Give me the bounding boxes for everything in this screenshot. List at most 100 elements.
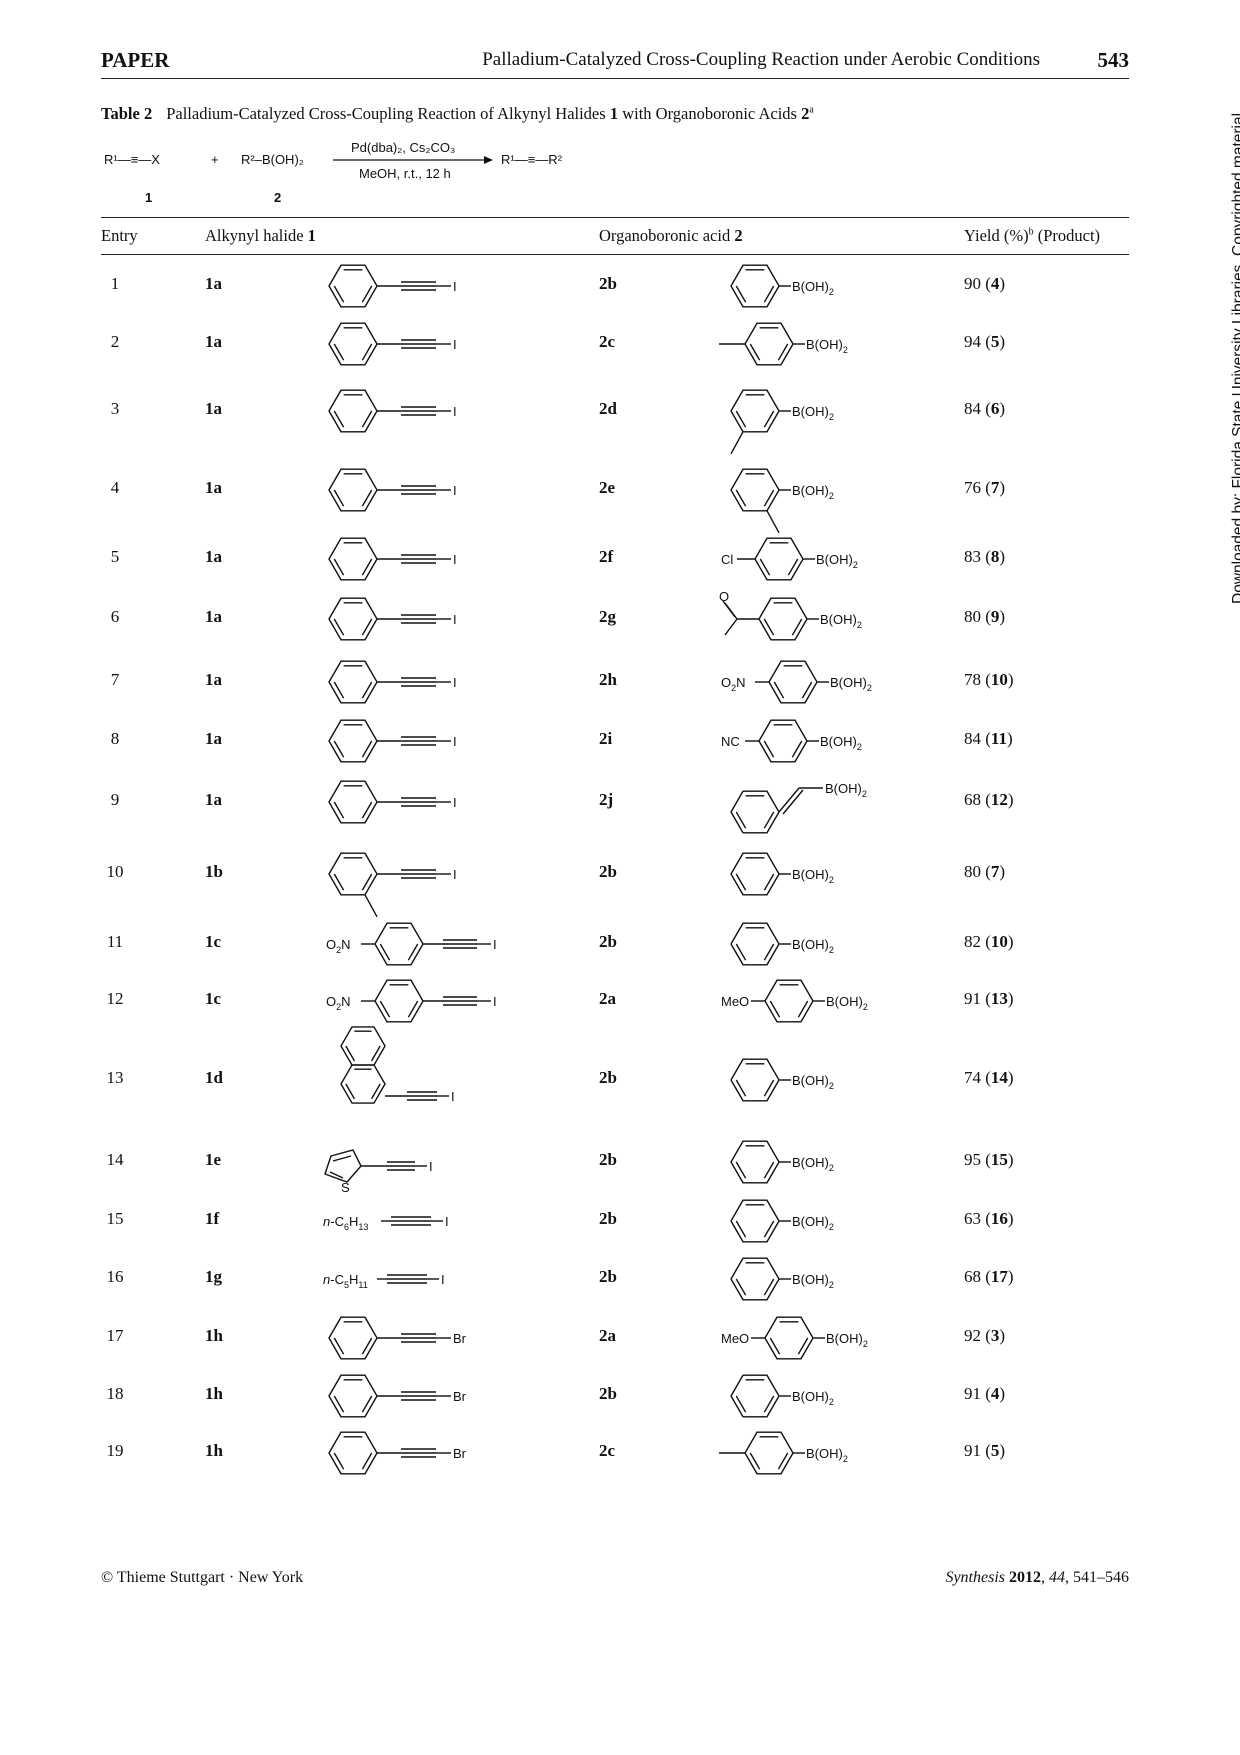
halide-id: 1a — [205, 790, 222, 809]
iodine-label: I — [453, 795, 457, 810]
yield-cell: 83 (8) — [964, 547, 1006, 566]
entry-number: 2 — [110, 332, 120, 351]
nitro-label: O2N — [326, 994, 351, 1012]
acid-structure: B(OH)2 — [730, 1257, 834, 1301]
iodine-label: I — [453, 483, 457, 498]
table-row: 15 1f 2b 63 (16) n-C6H13 I B(OH)2 — [101, 1199, 1129, 1259]
caption-mid: with Organoboronic Acids — [618, 104, 802, 123]
halide-id: 1h — [205, 1326, 223, 1345]
halide-structure: I — [340, 1026, 455, 1104]
boronic-acid-label: B(OH)2 — [792, 483, 834, 501]
yield-cell: 76 (7) — [964, 478, 1006, 497]
halide-structure: I — [328, 852, 457, 918]
col-header-acid-text: Organoboronic acid — [599, 226, 735, 245]
entry-number: 10 — [106, 862, 124, 881]
chlorine-label: Cl — [721, 552, 733, 567]
halide-id: 1c — [205, 989, 222, 1008]
yield-value: 68 — [964, 790, 981, 809]
bromine-label: Br — [453, 1331, 467, 1346]
product-number: 5 — [990, 1441, 1000, 1460]
entry-number: 12 — [106, 989, 124, 1008]
acid-structure: B(OH)2 — [730, 922, 834, 966]
halide-structure: I — [328, 537, 457, 581]
acid-structure: B(OH)2 — [730, 852, 834, 896]
col-header-acid-bold: 2 — [734, 226, 743, 245]
yield-value: 80 — [964, 607, 981, 626]
iodine-label: I — [453, 337, 457, 352]
boronic-acid-label: B(OH)2 — [792, 1155, 834, 1173]
acid-structure: B(OH)2 — [719, 322, 848, 366]
halide-structure: SI — [324, 1149, 433, 1195]
entry-number: 9 — [110, 790, 120, 809]
reaction-scheme: R¹—≡—X + R²–B(OH)₂ Pd(dba)₂, Cs₂CO₃ MeOH… — [104, 140, 563, 205]
scheme-conditions-bottom: MeOH, r.t., 12 h — [359, 166, 451, 181]
table-row: 12 1c 2a 91 (13) O2N I MeO B(OH)2 — [101, 979, 1129, 1039]
boronic-acid-label: B(OH)2 — [806, 1446, 848, 1464]
entry-number: 1 — [110, 274, 120, 293]
entry-number: 4 — [110, 478, 120, 497]
yield-cell: 68 (12) — [964, 790, 1014, 809]
iodine-label: I — [453, 612, 457, 627]
footer-pages: , 541–546 — [1065, 1569, 1129, 1586]
yield-cell: 80 (9) — [964, 607, 1006, 626]
col-header-halide: Alkynyl halide 1 — [205, 226, 316, 246]
product-number: 15 — [990, 1150, 1008, 1169]
sulfur-label: S — [341, 1180, 350, 1195]
iodine-label: I — [453, 867, 457, 882]
entry-number: 13 — [106, 1068, 124, 1087]
yield-cell: 63 (16) — [964, 1209, 1014, 1228]
iodine-label: I — [453, 675, 457, 690]
halide-id: 1a — [205, 399, 222, 418]
product-number: 3 — [990, 1326, 1000, 1345]
acid-id: 2b — [599, 1150, 617, 1169]
footer-journal: Synthesis — [945, 1569, 1005, 1586]
halide-structure: I — [328, 468, 457, 512]
scheme-conditions-top: Pd(dba)₂, Cs₂CO₃ — [351, 140, 455, 155]
product-number: 12 — [990, 790, 1008, 809]
col-header-halide-text: Alkynyl halide — [205, 226, 308, 245]
table-row: 17 1h 2a 92 (3) Br MeO B(OH)2 — [101, 1316, 1129, 1376]
table-row: 11 1c 2b 82 (10) O2N I B(OH)2 — [101, 922, 1129, 982]
product-number: 7 — [990, 478, 1000, 497]
iodine-label: I — [441, 1272, 445, 1287]
nitro-label: O2N — [721, 675, 746, 693]
product-number: 6 — [990, 399, 1000, 418]
yield-value: 94 — [964, 332, 981, 351]
acid-structure: MeO B(OH)2 — [721, 979, 868, 1023]
halide-id: 1a — [205, 670, 222, 689]
footer-publisher: © Thieme Stuttgart · New York — [101, 1569, 304, 1586]
caption-bold-1: 1 — [609, 104, 619, 123]
boronic-acid-label: B(OH)2 — [792, 1272, 834, 1290]
yield-cell: 91 (13) — [964, 989, 1014, 1008]
iodine-label: I — [453, 734, 457, 749]
entry-number: 6 — [110, 607, 120, 626]
halide-id: 1a — [205, 274, 222, 293]
yield-value: 92 — [964, 1326, 981, 1345]
boronic-acid-label: B(OH)2 — [792, 1214, 834, 1232]
col-header-yield-tail: (Product) — [1033, 226, 1101, 245]
iodine-label: I — [445, 1214, 449, 1229]
product-number: 7 — [990, 862, 1000, 881]
entry-number: 19 — [106, 1441, 124, 1460]
iodine-label: I — [451, 1089, 455, 1104]
acid-structure: B(OH)2 — [730, 1374, 834, 1418]
product-number: 8 — [990, 547, 1000, 566]
acid-id: 2i — [599, 729, 613, 748]
scheme-product: R¹—≡—R² — [501, 152, 563, 167]
table-row: 6 1a 2g 80 (9) I O B(OH)2 — [101, 589, 1129, 657]
nitro-label: O2N — [326, 937, 351, 955]
acid-structure: B(OH)2 — [730, 1058, 834, 1102]
yield-value: 84 — [964, 399, 981, 418]
entry-number: 17 — [106, 1326, 124, 1345]
scheme-arrowhead — [484, 156, 493, 164]
table-row: 3 1a 2d 84 (6) I B(OH)2 — [101, 389, 1129, 455]
halide-structure: n-C5H11 I — [323, 1272, 445, 1290]
acid-structure: MeO B(OH)2 — [721, 1316, 868, 1360]
product-number: 17 — [990, 1267, 1008, 1286]
yield-value: 90 — [964, 274, 981, 293]
entry-number: 3 — [110, 399, 120, 418]
col-header-yield-text: Yield (%) — [964, 226, 1029, 245]
halide-id: 1a — [205, 332, 222, 351]
boronic-acid-label: B(OH)2 — [792, 404, 834, 422]
yield-value: 76 — [964, 478, 981, 497]
